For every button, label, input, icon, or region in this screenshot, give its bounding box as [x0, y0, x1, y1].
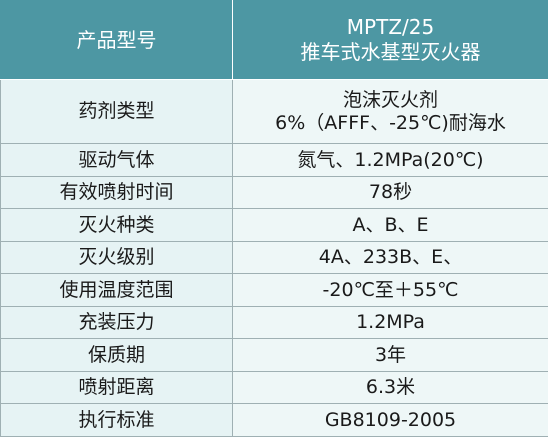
row-value: 1.2MPa: [232, 305, 548, 340]
header-model-number: MPTZ/25: [346, 15, 435, 40]
table-header-row: 产品型号 MPTZ/25 推车式水基型灭火器: [0, 0, 548, 81]
row-value: GB8109-2005: [232, 403, 548, 437]
row-label: 驱动气体: [0, 143, 233, 177]
row-value: 3年: [232, 338, 548, 372]
row-label: 药剂类型: [0, 79, 233, 145]
header-product-name: 推车式水基型灭火器: [300, 40, 481, 65]
table-row: 喷射距离 6.3米: [0, 370, 548, 405]
table-row: 执行标准 GB8109-2005: [0, 403, 548, 437]
table-row: 使用温度范围 -20℃至＋55℃: [0, 273, 548, 307]
table-row: 灭火级别 4A、233B、E、: [0, 240, 548, 275]
table-row: 灭火种类 A、B、E: [0, 208, 548, 242]
header-label-cell: 产品型号: [0, 0, 233, 81]
row-label: 灭火种类: [0, 208, 233, 242]
table-row: 充装压力 1.2MPa: [0, 305, 548, 340]
row-label: 灭火级别: [0, 240, 233, 275]
header-value-cell: MPTZ/25 推车式水基型灭火器: [232, 0, 548, 81]
table-row: 保质期 3年: [0, 338, 548, 372]
row-value: 泡沫灭火剂 6%（AFFF、-25℃)耐海水: [232, 79, 548, 145]
table-row: 驱动气体 氮气、1.2MPa(20℃): [0, 143, 548, 177]
row-label: 有效喷射时间: [0, 175, 233, 210]
row-value: 78秒: [232, 175, 548, 210]
row-value: 6.3米: [232, 370, 548, 405]
table-row: 药剂类型 泡沫灭火剂 6%（AFFF、-25℃)耐海水: [0, 79, 548, 145]
row-label: 保质期: [0, 338, 233, 372]
row-label: 喷射距离: [0, 370, 233, 405]
row-label: 充装压力: [0, 305, 233, 340]
row-value: A、B、E: [232, 208, 548, 242]
row-value: -20℃至＋55℃: [232, 273, 548, 307]
table-row: 有效喷射时间 78秒: [0, 175, 548, 210]
row-value: 氮气、1.2MPa(20℃): [232, 143, 548, 177]
row-label: 使用温度范围: [0, 273, 233, 307]
row-value: 4A、233B、E、: [232, 240, 548, 275]
row-value-line: 泡沫灭火剂: [342, 88, 438, 111]
row-value-line: 6%（AFFF、-25℃)耐海水: [275, 111, 506, 134]
row-label: 执行标准: [0, 403, 233, 437]
